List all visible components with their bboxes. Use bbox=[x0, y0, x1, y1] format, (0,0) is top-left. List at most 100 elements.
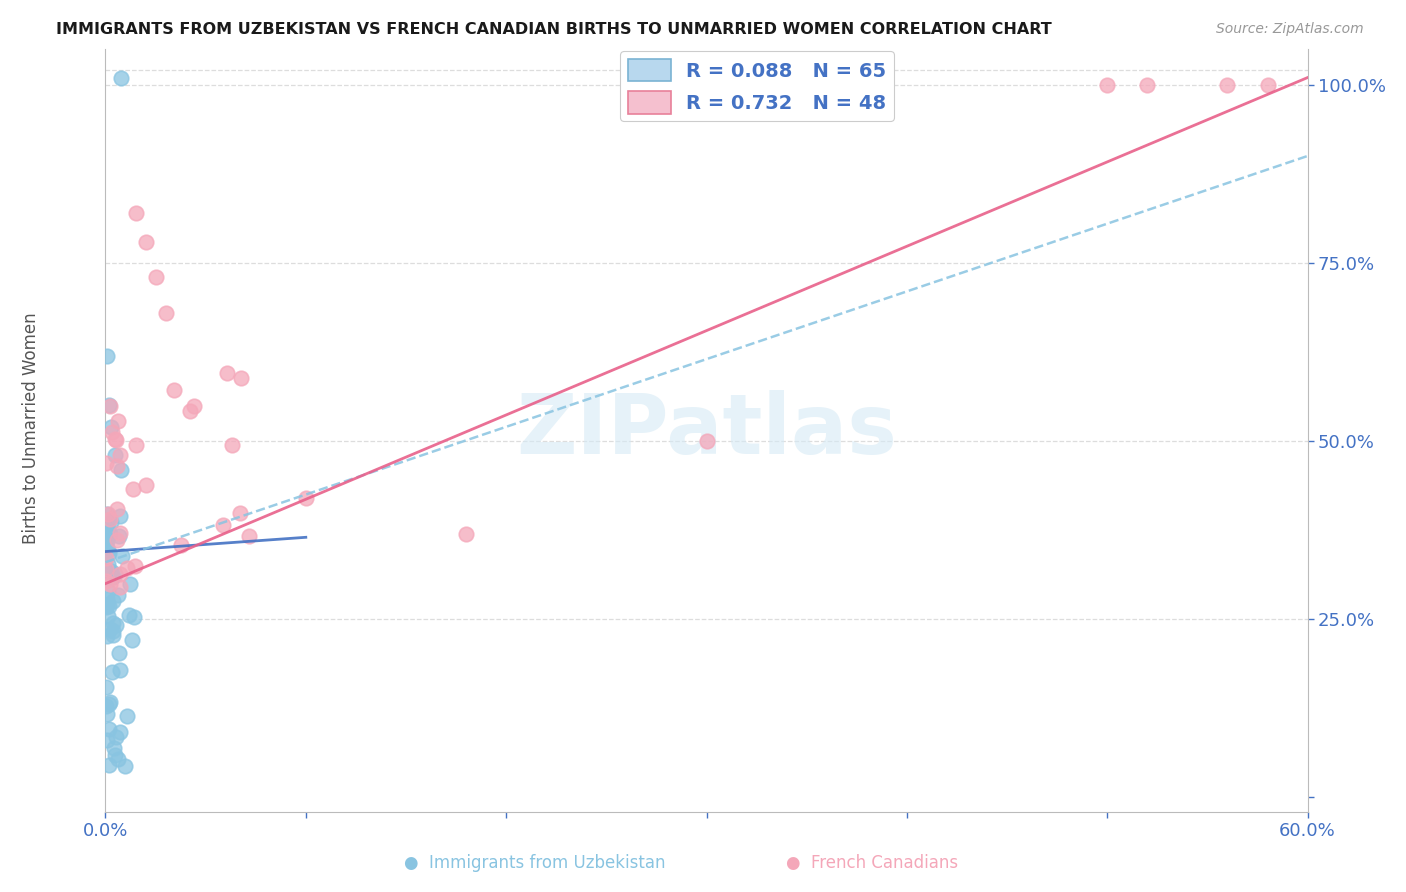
Point bbox=[96, 534, 118, 549]
Point bbox=[135, 235, 157, 249]
Point bbox=[229, 506, 252, 520]
Point bbox=[108, 509, 131, 524]
Point bbox=[96, 349, 118, 363]
Point bbox=[217, 366, 239, 380]
Point bbox=[107, 752, 129, 766]
Point bbox=[107, 533, 129, 547]
Point bbox=[96, 574, 118, 589]
Point bbox=[145, 270, 167, 285]
Point bbox=[118, 577, 141, 591]
Point bbox=[104, 730, 127, 744]
Point bbox=[103, 741, 125, 756]
Point bbox=[97, 543, 120, 558]
Point bbox=[124, 206, 146, 220]
Point bbox=[101, 570, 124, 584]
Point bbox=[105, 502, 128, 516]
Point bbox=[94, 600, 117, 615]
Point bbox=[110, 70, 132, 85]
Point bbox=[98, 758, 121, 772]
Point bbox=[114, 758, 136, 772]
Point bbox=[1136, 78, 1159, 92]
Point bbox=[101, 624, 124, 639]
Point bbox=[96, 516, 118, 531]
Point bbox=[98, 599, 121, 613]
Point bbox=[98, 512, 121, 526]
Point bbox=[121, 632, 143, 647]
Point bbox=[212, 517, 235, 532]
Text: ZIPatlas: ZIPatlas bbox=[516, 390, 897, 471]
Point bbox=[96, 732, 118, 747]
Point bbox=[98, 527, 121, 541]
Point bbox=[96, 456, 118, 470]
Text: IMMIGRANTS FROM UZBEKISTAN VS FRENCH CANADIAN BIRTHS TO UNMARRIED WOMEN CORRELAT: IMMIGRANTS FROM UZBEKISTAN VS FRENCH CAN… bbox=[56, 22, 1052, 37]
Point bbox=[96, 519, 118, 533]
Point bbox=[105, 434, 128, 448]
Point bbox=[454, 526, 477, 541]
Point bbox=[98, 399, 121, 413]
Point bbox=[98, 577, 121, 591]
Point bbox=[179, 404, 201, 418]
Point bbox=[110, 567, 132, 582]
Point bbox=[295, 491, 318, 505]
Point bbox=[100, 425, 122, 439]
Point bbox=[94, 534, 117, 549]
Point bbox=[1257, 78, 1279, 92]
Point bbox=[100, 420, 122, 434]
Point bbox=[94, 551, 117, 566]
Point bbox=[108, 724, 131, 739]
Point bbox=[100, 564, 122, 578]
Text: ●  French Canadians: ● French Canadians bbox=[786, 855, 957, 872]
Point bbox=[96, 562, 118, 576]
Point bbox=[170, 538, 193, 552]
Point bbox=[101, 665, 124, 679]
Point bbox=[104, 448, 127, 462]
Point bbox=[96, 598, 118, 612]
Point bbox=[94, 531, 117, 545]
Point bbox=[96, 698, 118, 713]
Point bbox=[105, 618, 128, 632]
Point bbox=[110, 462, 132, 476]
Point bbox=[238, 529, 260, 543]
Point bbox=[100, 516, 122, 530]
Point bbox=[97, 583, 120, 598]
Point bbox=[98, 695, 121, 709]
Point bbox=[94, 564, 117, 578]
Point bbox=[107, 646, 129, 660]
Point bbox=[110, 663, 132, 677]
Point bbox=[101, 593, 124, 607]
Point bbox=[107, 588, 129, 602]
Point bbox=[135, 477, 157, 491]
Point bbox=[231, 371, 253, 385]
Text: Source: ZipAtlas.com: Source: ZipAtlas.com bbox=[1216, 22, 1364, 37]
Point bbox=[117, 709, 139, 723]
Point bbox=[98, 546, 121, 560]
Point bbox=[96, 513, 118, 527]
Point bbox=[104, 748, 127, 763]
Point bbox=[105, 459, 128, 474]
Point bbox=[101, 628, 124, 642]
Point bbox=[97, 508, 120, 522]
Point bbox=[107, 529, 129, 543]
Point bbox=[124, 559, 146, 574]
Point bbox=[96, 707, 118, 722]
Point bbox=[98, 697, 121, 711]
Point bbox=[96, 629, 118, 643]
Point bbox=[163, 384, 186, 398]
Point bbox=[696, 434, 718, 448]
Text: ●  Immigrants from Uzbekistan: ● Immigrants from Uzbekistan bbox=[404, 855, 665, 872]
Point bbox=[104, 432, 127, 446]
Point bbox=[107, 414, 129, 428]
Point bbox=[183, 399, 205, 413]
Point bbox=[97, 608, 120, 623]
Point bbox=[115, 561, 138, 575]
Point bbox=[96, 540, 118, 554]
Text: Births to Unmarried Women: Births to Unmarried Women bbox=[22, 312, 39, 544]
Point bbox=[110, 580, 132, 594]
Point bbox=[124, 438, 146, 452]
Point bbox=[110, 549, 132, 563]
Point bbox=[122, 482, 145, 496]
Point bbox=[98, 622, 121, 636]
Point bbox=[118, 608, 141, 623]
Point bbox=[97, 557, 120, 571]
Point bbox=[108, 526, 131, 541]
